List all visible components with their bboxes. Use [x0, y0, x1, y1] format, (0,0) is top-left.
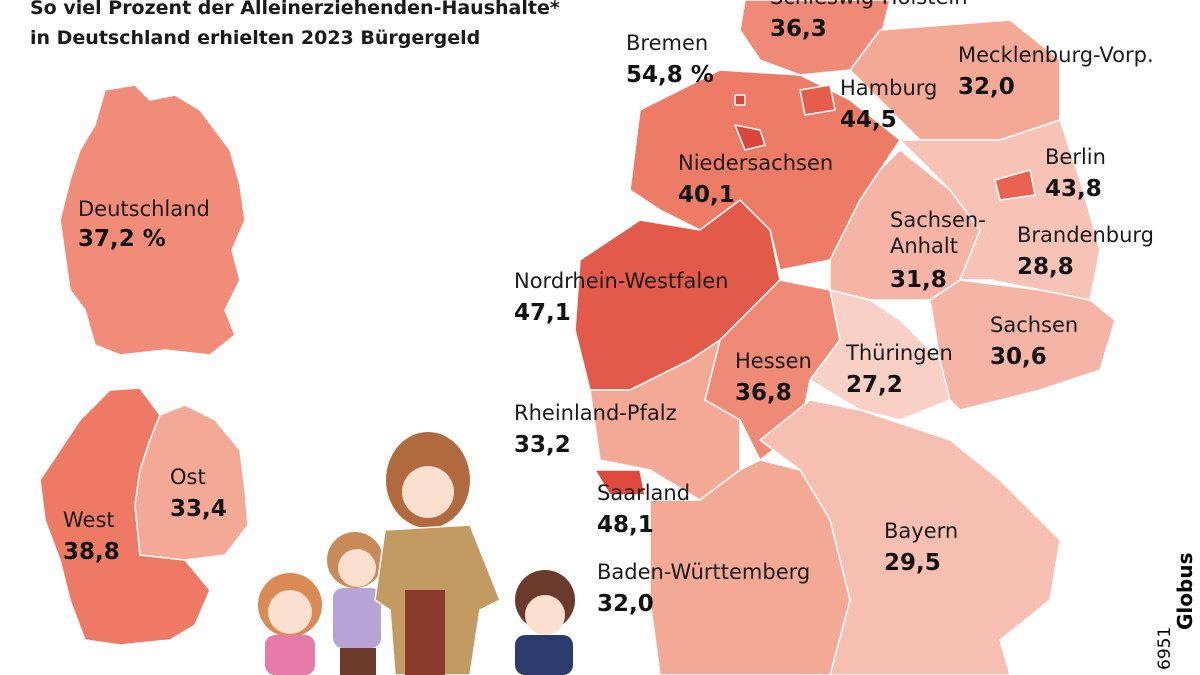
- state-value: 32,0: [597, 591, 654, 617]
- state-value: 40,1: [678, 182, 735, 208]
- title-line: in Deutschland erhielten 2023 Bürgergeld: [30, 27, 480, 49]
- region-value: 37,2 %: [78, 226, 166, 252]
- state-value: 30,6: [990, 344, 1047, 370]
- state-value: 32,0: [958, 74, 1015, 100]
- credit-number: 6951: [1155, 627, 1175, 670]
- region-name: Ost: [170, 465, 206, 489]
- state-name: Saarland: [597, 481, 690, 505]
- state-name: Brandenburg: [1017, 223, 1154, 247]
- region-name: Deutschland: [78, 197, 210, 221]
- region-value: 33,4: [170, 496, 227, 522]
- state-value: 36,3: [770, 16, 827, 42]
- state-value: 47,1: [514, 300, 571, 326]
- state-name: Sachsen: [990, 313, 1078, 337]
- state-value: 29,5: [884, 550, 941, 576]
- state-value: 36,8: [735, 380, 792, 406]
- state-name: Bremen: [626, 31, 708, 55]
- state-name: Anhalt: [890, 234, 958, 258]
- state-name: Bayern: [884, 519, 958, 543]
- state-name: Niedersachsen: [678, 151, 833, 175]
- state-value: 33,2: [514, 432, 571, 458]
- state-labels: Schleswig-Holstein 36,3 Mecklenburg-Vorp. 3…: [514, 0, 1154, 617]
- region-value: 38,8: [63, 539, 120, 565]
- state-value: 48,1: [597, 512, 654, 538]
- state-value: 31,8: [890, 267, 947, 293]
- state-map: [574, 0, 1116, 675]
- state-name: Sachsen-: [890, 208, 986, 232]
- state-value: 43,8: [1045, 176, 1102, 202]
- state-name: Berlin: [1045, 145, 1106, 169]
- family-illustration: [258, 432, 575, 675]
- state-value: 28,8: [1017, 254, 1074, 280]
- state-name: Thüringen: [845, 341, 953, 365]
- region-name: West: [63, 508, 115, 532]
- state-value: 54,8 %: [626, 62, 714, 88]
- title-line: So viel Prozent der Alleinerziehenden-Ha…: [30, 0, 560, 19]
- state-name: Hessen: [735, 349, 812, 373]
- state-name: Baden-Württemberg: [597, 560, 810, 584]
- state-name: Mecklenburg-Vorp.: [958, 43, 1154, 67]
- state-value: 44,5: [840, 107, 897, 133]
- state-name: Rheinland-Pfalz: [514, 401, 677, 425]
- germany-map-small: [59, 84, 246, 356]
- credit-source: Globus: [1173, 553, 1197, 630]
- state-name: Nordrhein-Westfalen: [514, 269, 728, 293]
- west-east-map: [39, 387, 249, 646]
- state-value: 27,2: [846, 372, 903, 398]
- state-name: Schleswig-Holstein: [770, 0, 968, 9]
- state-name: Hamburg: [840, 76, 937, 100]
